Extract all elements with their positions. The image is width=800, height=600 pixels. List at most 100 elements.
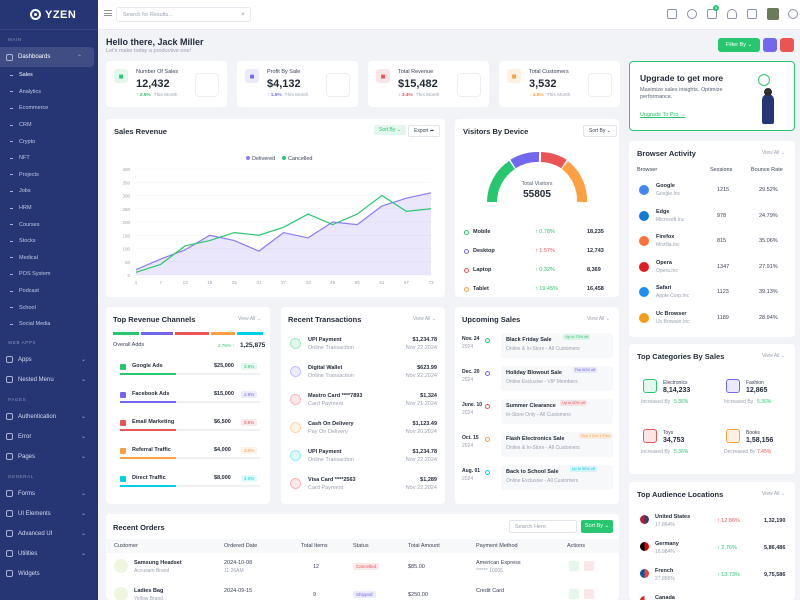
delete-action-icon[interactable] <box>584 589 594 599</box>
payment-method: Credit Card <box>476 588 505 594</box>
sidebar-subitem[interactable]: Projects <box>0 167 98 184</box>
total-visitors-label: Total Visitors <box>521 181 553 187</box>
sale-date: Nov. 24 <box>462 336 480 342</box>
sidebar-subitem-label: Social Media <box>19 321 51 328</box>
x-tick-label: 61 <box>379 280 385 285</box>
transactions-card: Recent Transactions View All ⌄ UPI Payme… <box>281 307 445 504</box>
orders-col-header: Status <box>353 543 369 549</box>
sidebar-subitem[interactable]: Ecommerce <box>0 100 98 117</box>
sale-sub: Online & In-Store - All Customers <box>506 346 580 352</box>
view-action-icon[interactable] <box>569 589 579 599</box>
browser-name: Google <box>656 183 675 189</box>
locations-view-all[interactable]: View All ⌄ <box>762 491 786 497</box>
sidebar-subitem[interactable]: Stocks <box>0 233 98 250</box>
sidebar-item-dashboards[interactable]: Dashboards ⌃ <box>0 47 94 67</box>
x-tick-label: 55 <box>355 280 361 285</box>
moon-icon[interactable] <box>687 9 697 19</box>
menu-toggle-icon[interactable] <box>104 10 112 16</box>
sidebar-subitem[interactable]: Crypto <box>0 133 98 150</box>
chevron-down-icon: ⌄ <box>80 414 86 420</box>
stat-icon: ■ <box>245 69 259 83</box>
sidebar-item-advanced-ui[interactable]: Advanced UI ⌄ <box>0 524 98 544</box>
nav-section-general: GENERAL <box>8 473 34 479</box>
transaction-icon <box>290 422 301 433</box>
categories-view-all[interactable]: View All ⌄ <box>762 353 786 359</box>
bell-icon[interactable] <box>727 9 737 19</box>
sale-name: Back to School Sale <box>506 469 559 475</box>
orders-col-header: Actions <box>567 543 586 549</box>
sidebar-item-error[interactable]: Error ⌄ <box>0 427 98 447</box>
channel-icon <box>120 364 126 370</box>
stat-icon: ■ <box>507 69 521 83</box>
channel-icon <box>120 420 126 426</box>
sidebar-subitem[interactable]: Sales <box>0 67 98 84</box>
sidebar-subitem[interactable]: Podcast <box>0 283 98 300</box>
upcoming-view-all[interactable]: View All ⌄ <box>587 316 611 322</box>
sidebar-item-ui-elements[interactable]: UI Elements ⌄ <box>0 504 98 524</box>
export-button[interactable]: Export ➦ <box>408 125 441 137</box>
transaction-amount: $1,123.49 <box>412 421 437 427</box>
sidebar-subitem[interactable]: HRM <box>0 200 98 217</box>
filter-button[interactable]: Filter By ⌄ <box>718 38 760 52</box>
sidebar-item-utilities[interactable]: Utilities ⌄ <box>0 544 98 564</box>
browser-view-all[interactable]: View All ⌄ <box>762 150 786 156</box>
chevron-down-icon: ⌄ <box>80 511 86 517</box>
sidebar-item-apps[interactable]: Apps ⌄ <box>0 350 98 370</box>
stat-card: ■ Total Revenue $15,482 ↓ 3.4% This Month <box>368 61 489 107</box>
grid-icon <box>6 356 13 363</box>
sidebar-subitem[interactable]: Jobs <box>0 183 98 200</box>
visitors-sort-button[interactable]: Sort By ⌄ <box>583 125 617 137</box>
sidebar-subitem[interactable]: School <box>0 299 98 316</box>
sidebar-subitem[interactable]: Courses <box>0 216 98 233</box>
category-trend: 5.36% <box>674 449 689 455</box>
order-date: 2024-10-08 <box>224 560 253 566</box>
sidebar-item-widgets[interactable]: Widgets <box>0 564 98 584</box>
sidebar-subitem[interactable]: Analytics <box>0 84 98 101</box>
sale-box: Summer Clearance In-Store Only - All Cust… <box>501 399 613 424</box>
browser-sessions: 1123 <box>717 289 729 295</box>
layers-icon <box>6 376 13 383</box>
download-button[interactable] <box>763 38 777 52</box>
stat-trend-line: ↓ 3.4% This Month <box>398 93 439 98</box>
upgrade-link[interactable]: Upgrade To Pro → <box>640 112 686 118</box>
fullscreen-icon[interactable] <box>747 9 757 19</box>
channel-value: $25,000 <box>214 363 234 369</box>
sort-button[interactable]: Sort By ⌄ <box>374 125 406 135</box>
orders-sort-button[interactable]: Sort By ⌄ <box>581 520 613 533</box>
share-button[interactable] <box>780 38 794 52</box>
orders-search-input[interactable]: Search Here <box>509 520 577 533</box>
product-brand: Yellow Brand <box>134 596 164 600</box>
category-icon <box>726 429 740 443</box>
avatar[interactable] <box>767 8 779 20</box>
channel-pct: 3.6% <box>241 363 258 370</box>
transaction-name: Visa Card ****2563 <box>308 477 356 483</box>
sidebar-item-nested[interactable]: Nested Menu ⌄ <box>0 370 98 390</box>
category-trend-label: Increased By <box>724 399 754 405</box>
top-header: Search for Results... ⌕ 4 <box>98 0 800 30</box>
sidebar-subitem[interactable]: CRM <box>0 117 98 134</box>
cart-icon[interactable] <box>707 9 717 19</box>
channel-bar-fill <box>120 429 176 431</box>
transactions-view-all[interactable]: View All ⌄ <box>413 316 437 322</box>
sidebar-subitem[interactable]: POS System <box>0 266 98 283</box>
sidebar-item-pages[interactable]: Pages ⌄ <box>0 447 98 467</box>
sidebar-item-authentication[interactable]: Authentication ⌄ <box>0 407 98 427</box>
orders-col-header: Total Items <box>301 543 328 549</box>
channel-pct: 0.5% <box>241 419 258 426</box>
stat-label: Number Of Sales <box>136 69 179 75</box>
sidebar-subitem[interactable]: NFT <box>0 150 98 167</box>
chevron-down-icon: ⌄ <box>80 551 86 557</box>
delete-action-icon[interactable] <box>584 561 594 571</box>
brand-logo[interactable]: YZEN <box>0 0 98 30</box>
sidebar-subitem[interactable]: Social Media <box>0 316 98 333</box>
sidebar-subitem[interactable]: Medical <box>0 250 98 267</box>
visitors-card: Visitors By Device Sort By ⌄ Total Visit… <box>455 119 619 297</box>
channels-view-all[interactable]: View All ⌄ <box>238 316 262 322</box>
timeline-dot-icon <box>485 338 490 343</box>
gear-icon[interactable] <box>788 9 798 19</box>
view-action-icon[interactable] <box>569 561 579 571</box>
search-input[interactable]: Search for Results... ⌕ <box>116 7 251 22</box>
language-icon[interactable] <box>667 9 677 19</box>
sidebar-item-forms[interactable]: Forms ⌄ <box>0 484 98 504</box>
stat-trend: ↓ 4.5% <box>529 93 544 98</box>
